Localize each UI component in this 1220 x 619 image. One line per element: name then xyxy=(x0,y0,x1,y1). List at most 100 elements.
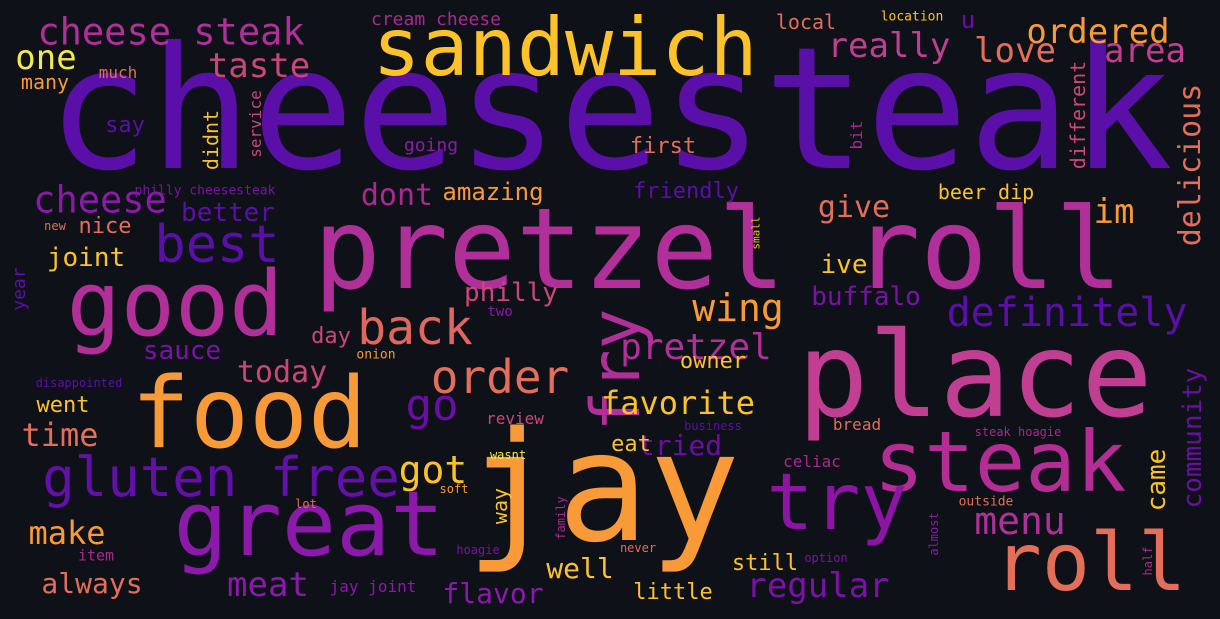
cloud-word: love xyxy=(974,31,1056,71)
cloud-word: food xyxy=(130,357,368,471)
cloud-word: celiac xyxy=(783,452,841,471)
cloud-word: pretzel xyxy=(620,327,772,368)
cloud-word: friendly xyxy=(633,179,739,204)
cloud-word: good xyxy=(66,252,284,357)
cloud-word: beer dip xyxy=(937,180,1035,204)
cloud-word: small xyxy=(749,216,763,250)
cloud-word: disappointed xyxy=(35,376,123,390)
cloud-word: didnt xyxy=(199,109,223,171)
cloud-word: regular xyxy=(746,566,890,606)
cloud-word: jay joint xyxy=(329,577,417,596)
cloud-word: got xyxy=(398,448,468,492)
cloud-word: im xyxy=(1093,192,1135,232)
cloud-word: item xyxy=(77,546,115,565)
cloud-word: sandwich xyxy=(372,1,758,94)
cloud-word: time xyxy=(21,416,99,454)
cloud-word: today xyxy=(236,355,328,390)
cloud-word: u xyxy=(960,6,976,34)
cloud-word: sauce xyxy=(142,336,222,366)
cloud-word: flavor xyxy=(442,577,544,610)
cloud-word: always xyxy=(41,567,143,600)
cloud-word: delicious xyxy=(1173,83,1208,247)
cloud-word: year xyxy=(9,267,30,311)
cloud-word: little xyxy=(633,580,713,605)
cloud-word: joint xyxy=(46,243,126,273)
cloud-word: bit xyxy=(847,120,866,150)
cloud-word: location xyxy=(880,9,944,25)
cloud-word: steak xyxy=(873,413,1127,511)
cloud-word: make xyxy=(28,514,106,552)
cloud-word: better xyxy=(181,198,275,228)
cloud-word: back xyxy=(357,300,473,356)
cloud-word: dont xyxy=(360,178,434,213)
cloud-word: outside xyxy=(958,494,1014,510)
cloud-word: different xyxy=(1066,60,1090,170)
cloud-word: going xyxy=(403,135,459,156)
cloud-word: buffalo xyxy=(811,282,921,312)
cloud-word: order xyxy=(430,350,570,404)
cloud-word: cheese steak xyxy=(37,10,305,54)
cloud-word: review xyxy=(486,409,544,428)
cloud-word: ordered xyxy=(1026,12,1170,52)
cloud-word: meat xyxy=(227,565,309,605)
cloud-word: new xyxy=(44,219,66,233)
cloud-word: menu xyxy=(974,499,1066,543)
cloud-word: still xyxy=(731,551,799,576)
cloud-word: lot xyxy=(295,497,317,511)
cloud-word: philly cheesesteak xyxy=(134,183,276,199)
cloud-word: almost xyxy=(927,512,941,556)
cloud-word: ive xyxy=(820,250,868,280)
cloud-word: business xyxy=(684,419,742,433)
cloud-word: wing xyxy=(692,286,784,330)
cloud-word: came xyxy=(1142,448,1172,512)
cloud-word: say xyxy=(105,113,145,138)
cloud-word: eat xyxy=(611,432,651,457)
cloud-word: cheese xyxy=(33,178,167,222)
cloud-word: bread xyxy=(832,415,882,434)
cloud-word: go xyxy=(405,380,459,431)
cloud-word: option xyxy=(804,551,848,565)
cloud-word: best xyxy=(154,215,280,275)
cloud-word: really xyxy=(827,26,951,66)
cloud-word: cheesesteak xyxy=(47,11,1173,209)
cloud-word: way xyxy=(488,487,512,525)
cloud-word: taste xyxy=(207,46,311,86)
cloud-word: half xyxy=(1141,546,1155,576)
cloud-word: great xyxy=(173,472,445,577)
cloud-word: amazing xyxy=(442,178,544,206)
cloud-word: give xyxy=(817,190,891,225)
cloud-word: place xyxy=(797,306,1153,444)
cloud-word: philly xyxy=(464,278,558,308)
cloud-word: definitely xyxy=(946,290,1188,336)
cloud-word: day xyxy=(311,324,351,349)
cloud-word: went xyxy=(36,393,90,418)
cloud-word: hoagie xyxy=(456,543,500,557)
cloud-word: steak hoagie xyxy=(974,425,1062,439)
cloud-word: tried xyxy=(637,429,723,462)
cloud-word: first xyxy=(629,134,697,159)
cloud-word: service xyxy=(246,90,265,158)
cloud-word: nice xyxy=(78,214,132,239)
cloud-word: well xyxy=(546,552,614,585)
cloud-word: area xyxy=(1104,31,1186,71)
cloud-word: one xyxy=(15,38,77,78)
cloud-word: onion xyxy=(356,347,396,363)
cloud-word: favorite xyxy=(600,384,756,422)
cloud-word: soft xyxy=(439,482,469,496)
cloud-word: local xyxy=(775,10,837,34)
cloud-word: much xyxy=(98,63,138,82)
cloud-word: cream cheese xyxy=(370,9,502,30)
cloud-word: wasnt xyxy=(489,448,527,462)
cloud-word: two xyxy=(487,304,513,320)
cloud-word: try xyxy=(766,458,908,548)
cloud-word: roll xyxy=(993,516,1187,609)
cloud-word: pretzel roll xyxy=(313,185,1123,315)
cloud-word: never xyxy=(619,541,657,555)
cloud-word: jay xyxy=(465,399,741,576)
cloud-word: family xyxy=(554,496,568,540)
cloud-word: community xyxy=(1178,367,1208,509)
cloud-word: gluten free xyxy=(42,446,400,509)
cloud-word: many xyxy=(20,70,70,94)
cloud-word: owner xyxy=(679,349,747,374)
